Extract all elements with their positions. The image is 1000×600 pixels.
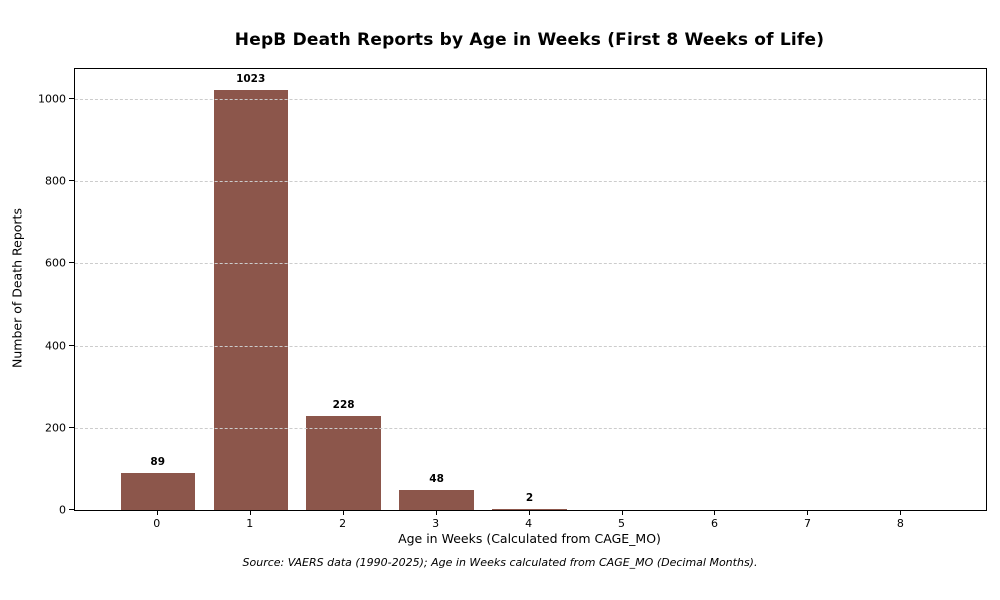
bar-week-0 <box>120 473 195 510</box>
y-tick-mark-600 <box>69 262 74 264</box>
x-tick-label-2: 2 <box>339 517 347 530</box>
x-tick-mark-3 <box>435 510 437 515</box>
x-tick-mark-7 <box>807 510 809 515</box>
x-tick-mark-0 <box>156 510 158 515</box>
gridline-y-400 <box>75 345 986 347</box>
y-tick-mark-400 <box>69 344 74 346</box>
x-axis-label: Age in Weeks (Calculated from CAGE_MO) <box>398 531 661 546</box>
y-tick-label-200: 200 <box>45 421 66 435</box>
y-tick-label-0: 0 <box>59 503 66 517</box>
x-tick-label-5: 5 <box>618 517 626 530</box>
source-note: Source: VAERS data (1990-2025); Age in W… <box>242 556 758 569</box>
y-tick-label-600: 600 <box>45 256 66 270</box>
x-tick-label-6: 6 <box>710 517 718 530</box>
y-tick-mark-800 <box>69 180 74 182</box>
chart-title: HepB Death Reports by Age in Weeks (Firs… <box>234 30 825 50</box>
y-tick-label-1000: 1000 <box>38 92 66 106</box>
gridline-y-1000 <box>75 99 986 100</box>
x-tick-label-1: 1 <box>246 517 254 530</box>
x-tick-label-4: 4 <box>525 517 533 530</box>
x-tick-label-3: 3 <box>432 517 440 530</box>
x-tick-label-7: 7 <box>803 517 811 530</box>
x-tick-label-8: 8 <box>896 517 904 530</box>
bar-week-2 <box>306 416 381 510</box>
y-tick-label-800: 800 <box>45 174 66 188</box>
gridline-y-600 <box>75 263 986 265</box>
x-tick-mark-6 <box>714 510 716 515</box>
bar-value-label-week-4: 2 <box>525 492 534 504</box>
x-tick-mark-2 <box>342 510 344 515</box>
bar-value-label-week-2: 228 <box>332 399 355 412</box>
y-tick-mark-200 <box>69 426 74 428</box>
x-tick-mark-5 <box>621 510 623 515</box>
bar-week-1 <box>213 90 288 510</box>
x-tick-mark-4 <box>528 510 530 515</box>
x-tick-label-0: 0 <box>153 517 161 530</box>
bar-value-label-week-0: 89 <box>150 456 166 469</box>
bar-week-4 <box>492 509 567 510</box>
plot-area: 89 1023 228 48 2 <box>74 68 987 511</box>
y-tick-label-400: 400 <box>45 339 66 353</box>
gridline-y-800 <box>75 181 986 183</box>
gridline-y-200 <box>75 427 986 429</box>
bar-week-3 <box>399 490 474 510</box>
bar-value-label-week-3: 48 <box>429 473 444 486</box>
y-tick-mark-0 <box>69 509 74 510</box>
x-tick-mark-1 <box>249 510 251 515</box>
y-tick-mark-1000 <box>69 98 74 99</box>
bar-value-label-week-1: 1023 <box>236 72 266 85</box>
x-tick-mark-8 <box>900 510 902 515</box>
